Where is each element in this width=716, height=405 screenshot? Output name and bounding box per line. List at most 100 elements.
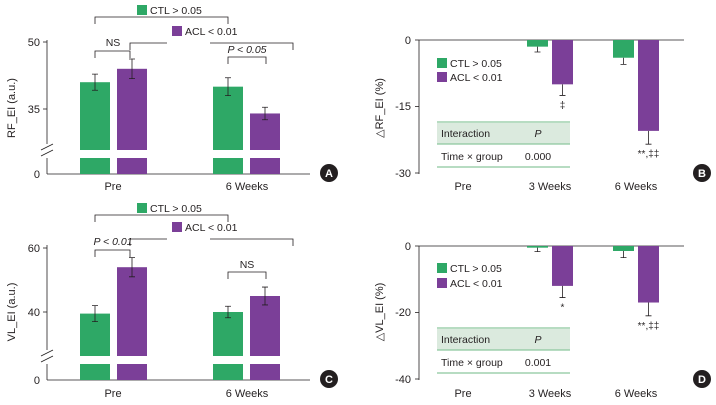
legend-ctl-label: CTL > 0.05 — [450, 263, 502, 275]
y-tick-label-35: 35 — [28, 104, 40, 116]
y-axis-label: △VL_EI (%) — [374, 283, 386, 342]
errorbar-acl-pre — [129, 58, 135, 80]
y-tick-label-50: 50 — [28, 37, 40, 49]
bar-acl-6weeks — [250, 296, 280, 356]
sig-mark-acl-6weeks: **,‡‡ — [638, 321, 660, 332]
errorbar-ctl-6weeks — [225, 305, 231, 319]
bracket-acl-line — [129, 238, 294, 246]
axis-break — [38, 143, 56, 158]
panel-badge-a: A — [320, 164, 338, 182]
bar-stub-acl-pre — [117, 364, 147, 380]
table-header-interaction: Interaction — [441, 128, 490, 140]
x-tick-label-6weeks: 6 Weeks — [615, 388, 658, 400]
errorbar-acl-6weeks — [645, 302, 652, 317]
bar-stub-acl-6weeks — [250, 158, 280, 174]
y-tick-label-neg30: -30 — [395, 168, 411, 180]
x-tick-label-3weeks: 3 Weeks — [529, 388, 572, 400]
legend-ctl-label: CTL > 0.05 — [150, 5, 202, 17]
legend-acl-swatch — [437, 278, 447, 288]
table-cell-effect: Time × group — [441, 151, 503, 163]
bar-ctl-6weeks — [613, 40, 634, 58]
y-axis-label: △RF_EI (%) — [374, 78, 386, 138]
legend-acl-label: ACL < 0.01 — [185, 222, 238, 234]
interaction-table: Interaction P Time × group 0.001 — [437, 327, 570, 374]
bar-ctl-pre — [80, 82, 110, 150]
x-tick-label-pre: Pre — [454, 388, 471, 400]
y-tick-label-0: 0 — [405, 35, 411, 47]
table-cell-p: 0.000 — [525, 151, 551, 163]
panel-a: CTL > 0.05 ACL < 0.01 NS P < 0.05 50 35 … — [6, 5, 338, 193]
bar-stub-ctl-pre — [80, 158, 110, 174]
bar-acl-pre — [117, 267, 147, 356]
errorbar-ctl-6weeks — [620, 250, 627, 259]
annotation-p: P < 0.05 — [227, 44, 266, 56]
legend-ctl-label: CTL > 0.05 — [450, 58, 502, 70]
svg-text:B: B — [698, 168, 706, 180]
legend-acl-swatch — [172, 26, 182, 36]
legend-ctl-swatch — [437, 58, 447, 68]
legend-acl-swatch — [172, 222, 182, 232]
bracket-top — [94, 214, 229, 222]
errorbar-ctl-6weeks — [225, 77, 231, 96]
errorbar-ctl-3weeks — [534, 247, 541, 253]
bar-acl-3weeks — [552, 246, 573, 286]
legend-acl-label: ACL < 0.01 — [185, 26, 238, 38]
table-cell-p: 0.001 — [525, 357, 551, 369]
panel-badge-d: D — [693, 370, 711, 388]
panel-badge-b: B — [693, 164, 711, 182]
y-tick-label-0: 0 — [405, 241, 411, 253]
legend-ctl-swatch — [137, 203, 147, 213]
panel-badge-c: C — [320, 370, 338, 388]
table-header-p: P — [534, 128, 541, 140]
errorbar-ctl-pre — [92, 73, 98, 91]
bar-ctl-6weeks — [213, 86, 243, 150]
y-axis-label: VL_EI (a.u.) — [6, 283, 18, 342]
x-tick-label-6weeks: 6 Weeks — [226, 181, 269, 193]
x-tick-label-6weeks: 6 Weeks — [226, 388, 269, 400]
legend-ctl-swatch — [437, 263, 447, 273]
panel-b: 0 -15 -30 △RF_EI (%) Pre 3 Weeks 6 Weeks… — [374, 35, 711, 193]
x-tick-label-6weeks: 6 Weeks — [615, 181, 658, 193]
table-header-p: P — [534, 334, 541, 346]
errorbar-acl-6weeks — [262, 106, 268, 121]
y-tick-label-neg15: -15 — [395, 101, 411, 113]
x-tick-label-pre: Pre — [454, 181, 471, 193]
bar-stub-ctl-pre — [80, 364, 110, 380]
panel-d: 0 -20 -40 △VL_EI (%) Pre 3 Weeks 6 Weeks… — [374, 241, 711, 400]
table-header-interaction: Interaction — [441, 334, 490, 346]
sig-mark-acl-3weeks: * — [561, 303, 565, 314]
bar-ctl-3weeks — [527, 246, 548, 248]
sig-mark-acl-3weeks: ‡ — [560, 100, 566, 111]
bar-acl-pre — [117, 68, 147, 150]
y-tick-label-neg20: -20 — [395, 307, 411, 319]
bar-ctl-6weeks — [613, 246, 634, 251]
errorbar-acl-3weeks — [559, 84, 566, 96]
legend-acl-swatch — [437, 72, 447, 82]
bracket-top — [94, 16, 229, 24]
errorbar-acl-6weeks — [262, 286, 268, 306]
bar-stub-acl-6weeks — [250, 364, 280, 380]
legend-ctl-label: CTL > 0.05 — [150, 203, 202, 215]
bar-ctl-6weeks — [213, 312, 243, 356]
y-tick-label-60: 60 — [28, 243, 40, 255]
errorbar-ctl-pre — [92, 305, 98, 322]
y-tick-label-neg40: -40 — [395, 374, 411, 386]
legend-acl-label: ACL < 0.01 — [450, 278, 503, 290]
bar-acl-6weeks — [638, 40, 659, 131]
interaction-table: Interaction P Time × group 0.000 — [437, 121, 570, 168]
svg-text:D: D — [698, 374, 706, 386]
y-tick-label-40: 40 — [28, 307, 40, 319]
legend-acl-label: ACL < 0.01 — [450, 72, 503, 84]
bracket-acl-line — [129, 42, 294, 50]
bar-acl-3weeks — [552, 40, 573, 85]
annotation-ns: NS — [240, 259, 255, 271]
errorbar-ctl-3weeks — [534, 46, 541, 53]
y-tick-label-0: 0 — [34, 375, 40, 387]
bracket-p — [227, 56, 267, 64]
errorbar-acl-3weeks — [559, 285, 566, 298]
svg-text:C: C — [325, 374, 333, 386]
x-tick-label-3weeks: 3 Weeks — [529, 181, 572, 193]
panel-c: CTL > 0.05 ACL < 0.01 P < 0.01 NS 60 40 … — [6, 203, 338, 400]
y-axis-label: RF_EI (a.u.) — [6, 78, 18, 138]
